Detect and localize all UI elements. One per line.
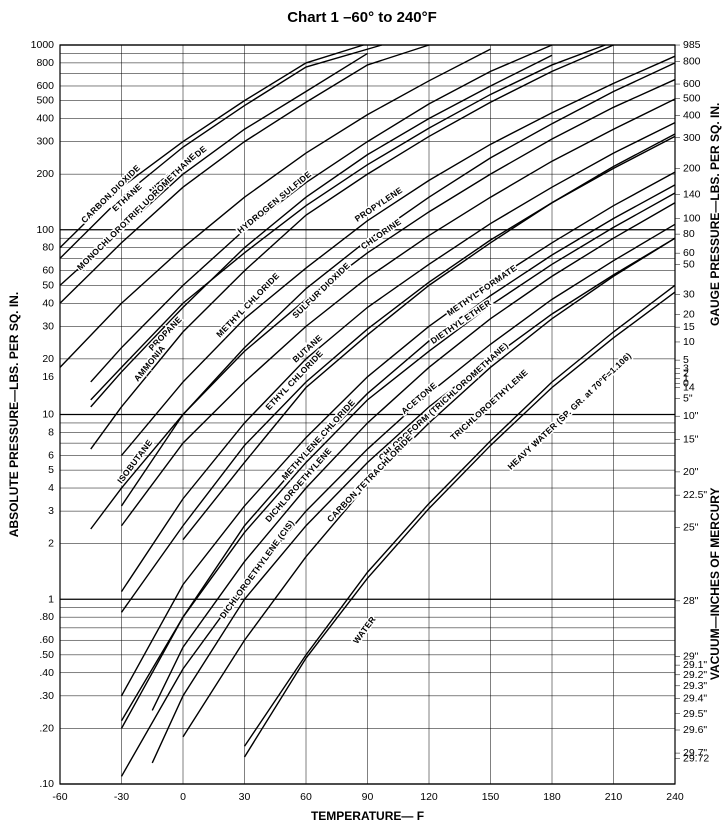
y-left-tick: 16 xyxy=(42,371,54,383)
y-left-tick: 6 xyxy=(48,449,54,461)
y-right-tick: 28" xyxy=(683,595,699,607)
y-left-tick: 8 xyxy=(48,426,54,438)
y-right-tick: 50 xyxy=(683,259,695,271)
y-right-tick: 80 xyxy=(683,228,695,240)
x-tick: 0 xyxy=(180,791,186,803)
y-left-tick: 30 xyxy=(42,320,54,332)
curve-labels: CARBON DIOXIDECARBON DIOXIDENITROUS OXID… xyxy=(75,144,633,646)
y-left-tick: .10 xyxy=(39,778,54,790)
y-axis-right-lower-label: VACUUM—INCHES OF MERCURY xyxy=(708,487,722,680)
x-tick: 150 xyxy=(482,791,500,803)
y-right-tick: 22.5" xyxy=(683,489,707,501)
y-right-tick: 200 xyxy=(683,162,701,174)
curve-label: PROPANE xyxy=(146,314,183,352)
y-right-tick: 10 xyxy=(683,336,695,348)
curve-label: ISOBUTANE xyxy=(115,438,154,486)
y-left-tick: .40 xyxy=(39,667,54,679)
y-right-tick: 20" xyxy=(683,466,699,478)
x-tick: 60 xyxy=(300,791,312,803)
curve-hydrogen-sulfide xyxy=(60,49,491,367)
y-right-tick: 5" xyxy=(683,392,693,404)
y-left-tick: .80 xyxy=(39,611,54,623)
y-left-tick: 200 xyxy=(36,168,54,180)
y-left-tick: 4 xyxy=(48,482,54,494)
y-right-tick: 100 xyxy=(683,213,701,225)
y-right-tick: 985 xyxy=(683,39,701,51)
y-right-tick: 600 xyxy=(683,78,701,90)
y-right-tick: 29.4" xyxy=(683,693,707,705)
x-tick: 120 xyxy=(420,791,438,803)
y-left-tick: .30 xyxy=(39,690,54,702)
x-tick: -60 xyxy=(52,791,67,803)
y-axis-left-label: ABSOLUTE PRESSURE—LBS. PER SQ. IN. xyxy=(7,292,21,537)
y-ticks-left: .10 .20 .30 .40 .50 .60 .80 1 2 3 4 5 6 8 10 16 20 30 40 50… xyxy=(31,39,55,790)
y-left-tick: 500 xyxy=(36,95,54,107)
y-right-tick: 29.6" xyxy=(683,724,707,736)
y-right-tick: 0 xyxy=(683,378,689,390)
y-left-tick: 1000 xyxy=(31,39,55,51)
y-left-tick: 1 xyxy=(48,593,54,605)
y-right-tick: 29.72 xyxy=(683,753,709,765)
y-right-tick: 30 xyxy=(683,288,695,300)
curve-dichloroethylene xyxy=(122,193,676,721)
y-left-tick: 2 xyxy=(48,538,54,550)
y-right-tick: 140 xyxy=(683,189,701,201)
x-tick: 240 xyxy=(666,791,684,803)
y-right-tick: 5 xyxy=(683,354,689,366)
x-ticks: -60 -30 0 30 60 90 120 150 180 210 240 xyxy=(52,791,684,803)
y-left-tick: 5 xyxy=(48,464,54,476)
y-right-tick: 15 xyxy=(683,321,695,333)
y-right-tick: 500 xyxy=(683,92,701,104)
chart-title: Chart 1 –60° to 240°F xyxy=(287,9,437,26)
curve-butane xyxy=(122,99,676,526)
x-tick: 90 xyxy=(362,791,374,803)
curve-label: WATER xyxy=(351,614,378,645)
y-left-tick: 10 xyxy=(42,409,54,421)
y-left-tick: 300 xyxy=(36,136,54,148)
vapor-pressure-chart: Chart 1 –60° to 240°F .10 .20 .30 .40 .50 .60… xyxy=(0,0,724,836)
y-right-tick: 60 xyxy=(683,247,695,259)
x-tick: 210 xyxy=(605,791,623,803)
y-left-tick: 400 xyxy=(36,113,54,125)
y-left-tick: .50 xyxy=(39,649,54,661)
y-left-tick: 600 xyxy=(36,80,54,92)
curve-nitrous-oxide xyxy=(60,45,382,258)
y-left-tick: 60 xyxy=(42,265,54,277)
y-left-tick: 3 xyxy=(48,505,54,517)
curve-label: DICHLOROETHYLENE (CIS) xyxy=(218,518,297,620)
y-right-tick: 25" xyxy=(683,522,699,534)
y-ticks-right: 1235101530508010014020030040050060080098… xyxy=(675,39,709,765)
curve-diethyl-ether xyxy=(122,136,676,612)
y-axis-right-upper-label: GAUGE PRESSURE—LBS. PER SQ. IN. xyxy=(708,103,722,326)
y-right-tick: 400 xyxy=(683,110,701,122)
curve-ammonia xyxy=(91,45,614,449)
y-right-tick: 800 xyxy=(683,55,701,67)
curve-ethane xyxy=(60,53,368,285)
chart-wrapper: { "chart": { "type": "line-log", "title"… xyxy=(0,0,724,836)
y-left-tick: .60 xyxy=(39,634,54,646)
y-left-tick: 50 xyxy=(42,279,54,291)
y-left-tick: 100 xyxy=(36,224,54,236)
y-left-tick: 800 xyxy=(36,57,54,69)
y-right-tick: 15" xyxy=(683,433,699,445)
x-axis-label: TEMPERATURE— F xyxy=(311,809,424,823)
curve-dichloroethylene-cis- xyxy=(122,224,676,776)
curve-chloroform-trichloromethane- xyxy=(152,203,675,711)
y-left-tick: 80 xyxy=(42,242,54,254)
y-right-tick: 29.3" xyxy=(683,680,707,692)
x-tick: 30 xyxy=(239,791,251,803)
curve-label: SULFUR DIOXIDE xyxy=(290,260,352,320)
x-tick: 180 xyxy=(543,791,561,803)
y-right-tick: 300 xyxy=(683,132,701,144)
curve-label: HYDROGEN SULFIDE xyxy=(235,169,313,235)
y-left-tick: 20 xyxy=(42,353,54,365)
x-tick: -30 xyxy=(114,791,129,803)
curve-water xyxy=(245,285,676,746)
y-right-tick: 20 xyxy=(683,309,695,321)
y-left-tick: 40 xyxy=(42,297,54,309)
y-right-tick: 10" xyxy=(683,410,699,422)
y-right-tick: 29.5" xyxy=(683,708,707,720)
y-left-tick: .20 xyxy=(39,722,54,734)
